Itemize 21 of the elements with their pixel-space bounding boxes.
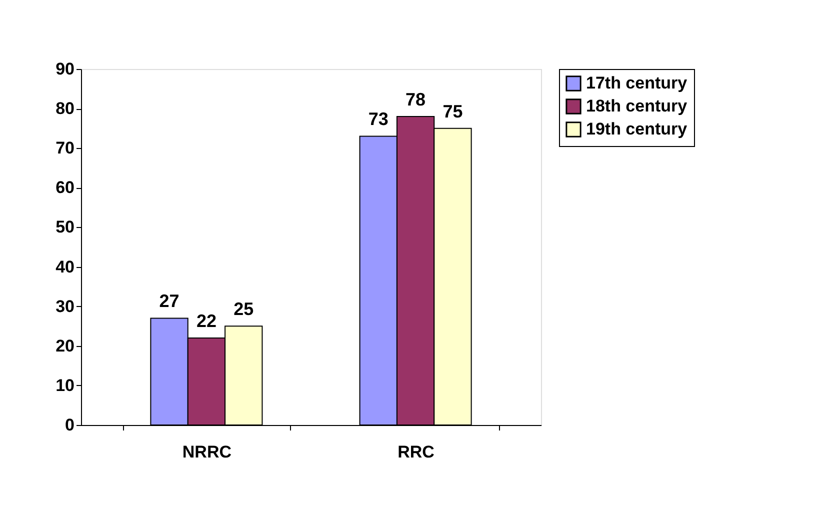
y-tick-label: 70 — [56, 138, 74, 158]
legend-label: 19th century — [586, 120, 688, 138]
y-tick-label: 80 — [56, 99, 74, 118]
data-label: 75 — [442, 101, 463, 122]
data-label: 27 — [159, 291, 180, 312]
y-tick-label: 30 — [56, 296, 74, 316]
data-label: 25 — [234, 299, 254, 320]
x-tick-label: RRC — [398, 442, 434, 462]
y-tick-label: 90 — [56, 60, 74, 78]
data-label: 22 — [196, 310, 216, 331]
data-label: 78 — [406, 89, 426, 110]
y-tick-label: 20 — [56, 336, 74, 356]
legend-label: 17th century — [586, 74, 688, 92]
data-label: 73 — [368, 109, 388, 130]
y-tick-label: 60 — [56, 178, 74, 198]
y-tick-label: 10 — [56, 376, 74, 395]
y-tick-label: 50 — [56, 218, 74, 237]
y-tick-label: 40 — [56, 257, 74, 276]
legend-label: 18th century — [586, 96, 688, 116]
x-tick-label: NRRC — [182, 442, 232, 462]
y-tick-label: 0 — [65, 416, 74, 434]
